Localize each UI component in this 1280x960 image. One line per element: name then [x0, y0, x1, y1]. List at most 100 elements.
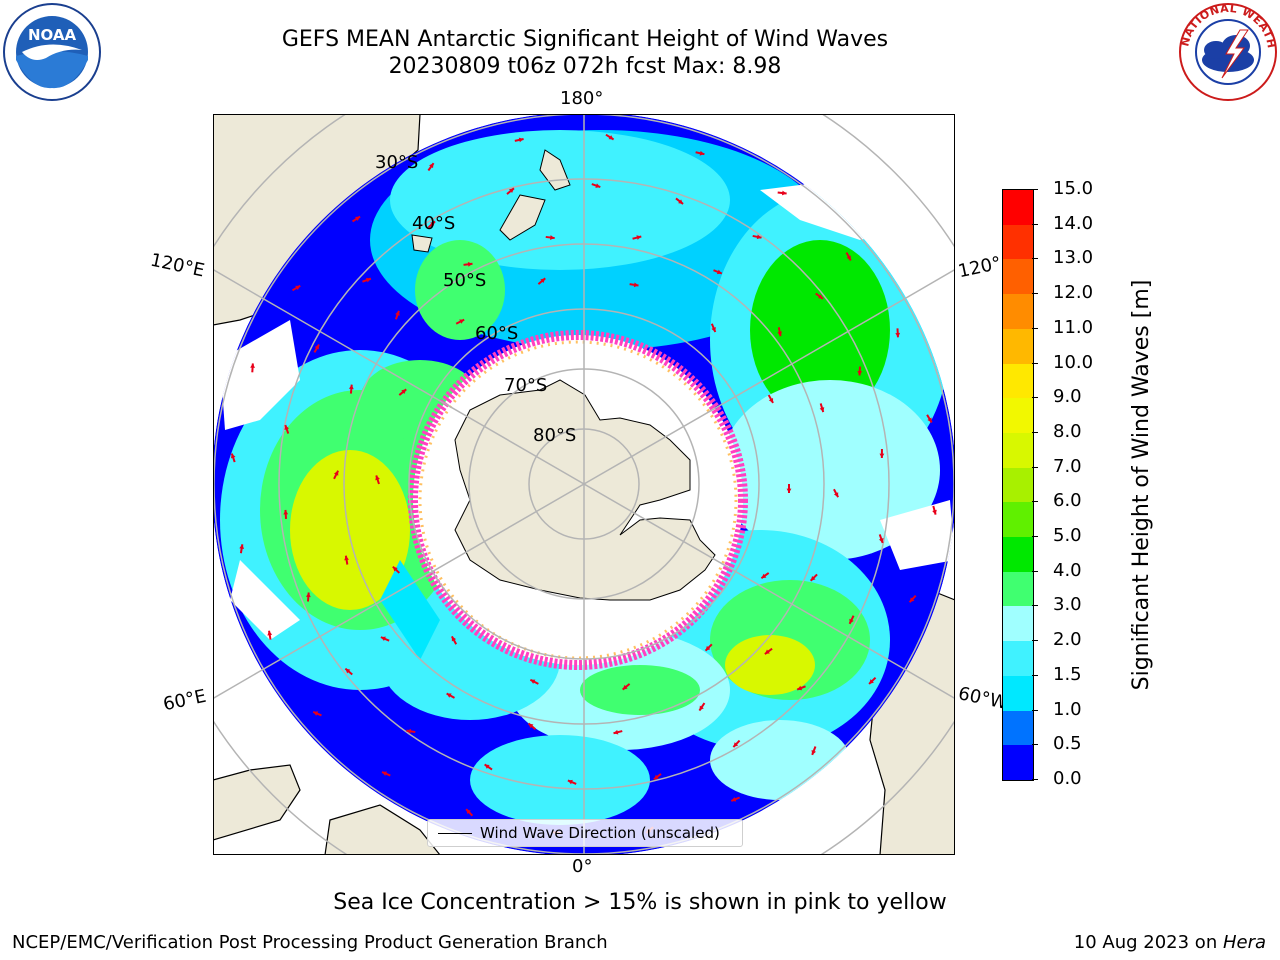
- colorbar-segment: [1003, 745, 1033, 780]
- wave-direction-arrowhead: [345, 668, 351, 674]
- colorbar-tick-label: 4.0: [1053, 559, 1082, 581]
- colorbar-tick-label: 11.0: [1053, 316, 1094, 338]
- colorbar-tick: [1032, 709, 1038, 711]
- wave-direction-arrowhead: [509, 188, 514, 193]
- wave-direction-arrowhead: [295, 285, 301, 291]
- sea-ice-note: Sea Ice Concentration > 15% is shown in …: [333, 890, 947, 915]
- wave-direction-arrowhead: [540, 278, 546, 283]
- wave-direction-arrowhead: [777, 331, 783, 337]
- wave-direction-arrowhead: [430, 221, 436, 227]
- wave-direction-arrowhead: [711, 327, 716, 333]
- nws-logo: NATIONAL WEATHER SERVICE: [1173, 0, 1278, 102]
- colorbar-tick: [1032, 362, 1038, 364]
- colorbar-tick-label: 0.0: [1053, 768, 1082, 789]
- new-zealand-landmass: [499, 194, 546, 241]
- colorbar-tick-label: 7.0: [1053, 455, 1082, 477]
- wave-direction-arrowhead: [849, 618, 854, 624]
- wave-direction-arrowhead: [401, 389, 407, 394]
- machine-name: Hera: [1222, 932, 1266, 953]
- colorbar-tick: [1032, 189, 1038, 190]
- wave-direction-arrowhead: [636, 235, 642, 240]
- map-legend: Wind Wave Direction (unscaled): [427, 819, 743, 847]
- wave-direction-arrowhead: [653, 774, 659, 780]
- latitude-label-40s: 40°S: [412, 213, 456, 234]
- chart-title: GEFS MEAN Antarctic Significant Height o…: [281, 27, 889, 52]
- colorbar-tick: [1032, 501, 1038, 503]
- colorbar-segment: [1003, 467, 1033, 503]
- wave-direction-arrowhead: [622, 684, 628, 690]
- wave-direction-arrowhead: [819, 407, 825, 413]
- colorbar-segment: [1003, 363, 1033, 399]
- wave-height-map: [213, 114, 955, 855]
- colorbar-tick: [1032, 466, 1038, 468]
- colorbar-segment: [1003, 328, 1033, 364]
- colorbar-tick-label: 12.0: [1053, 282, 1094, 304]
- producer-credit: NCEP/EMC/Verification Post Processing Pr…: [12, 932, 608, 953]
- latitude-label-80s: 80°S: [533, 425, 577, 446]
- wave-direction-arrowhead: [484, 764, 490, 769]
- latitude-label-50s: 50°S: [443, 270, 487, 291]
- wave-direction-arrowhead: [932, 509, 937, 515]
- colorbar-tick-label: 8.0: [1053, 420, 1082, 442]
- colorbar-tick-label: 9.0: [1053, 386, 1082, 408]
- colorbar-tick: [1032, 605, 1038, 607]
- wave-direction-arrowhead: [528, 723, 534, 729]
- wave-direction-arrowhead: [375, 475, 380, 481]
- wave-direction-arrowhead: [909, 597, 915, 603]
- colorbar-tick: [1032, 223, 1038, 225]
- colorbar-segment: [1003, 224, 1033, 260]
- wave-direction-arrowhead: [927, 417, 932, 423]
- wave-direction-arrowhead: [267, 630, 273, 636]
- wave-direction-arrowhead: [810, 575, 816, 581]
- colorbar: [1002, 189, 1034, 781]
- colorbar-segment: [1003, 571, 1033, 607]
- colorbar-tick-label: 15.0: [1053, 178, 1094, 199]
- wave-direction-arrowhead: [731, 797, 737, 802]
- colorbar-tick: [1032, 293, 1038, 295]
- colorbar-segment: [1003, 432, 1033, 468]
- wave-direction-arrowhead: [459, 319, 465, 324]
- colorbar-tick: [1032, 570, 1038, 572]
- wave-direction-arrowhead: [786, 488, 792, 493]
- wave-direction-arrowhead: [313, 711, 319, 716]
- wave-direction-arrowhead: [344, 555, 349, 561]
- wave-direction-arrowhead: [365, 277, 371, 283]
- wave-direction-arrowhead: [595, 183, 601, 188]
- wave-direction-arrowhead: [395, 310, 400, 316]
- wave-direction-arrowhead: [550, 235, 555, 240]
- wind-wave-direction-arrows: [230, 133, 937, 836]
- wave-direction-arrowhead: [451, 636, 457, 642]
- latitude-label-30s: 30°S: [375, 152, 419, 173]
- colorbar-segment: [1003, 189, 1033, 225]
- colorbar-tick-label: 6.0: [1053, 490, 1082, 512]
- wave-direction-arrowhead: [869, 679, 874, 684]
- run-date-text: 10 Aug 2023 on: [1073, 932, 1223, 953]
- longitude-label-60e: 60°E: [161, 685, 208, 716]
- wave-direction-arrowhead: [348, 384, 354, 390]
- longitude-label-120e: 120°E: [148, 249, 207, 282]
- legend-line-swatch: [438, 832, 472, 834]
- colorbar-tick-label: 2.0: [1053, 629, 1082, 651]
- wave-direction-arrowhead: [613, 729, 619, 735]
- wave-direction-arrowhead: [895, 332, 901, 338]
- wave-direction-arrowhead: [518, 137, 524, 143]
- wave-direction-arrowhead: [567, 779, 573, 785]
- wave-direction-arrowhead: [733, 742, 739, 748]
- colorbar-segment: [1003, 502, 1033, 538]
- noaa-logo: NOAA: [2, 2, 102, 102]
- legend-label: Wind Wave Direction (unscaled): [480, 824, 720, 842]
- tasmania-landmass: [411, 234, 433, 253]
- colorbar-segment: [1003, 293, 1033, 329]
- wave-direction-arrowhead: [878, 537, 884, 543]
- colorbar-tick: [1032, 258, 1038, 260]
- colorbar-tick: [1032, 674, 1038, 676]
- wave-direction-arrowhead: [608, 135, 614, 140]
- longitude-label-180: 180°: [560, 88, 604, 109]
- colorbar-segment: [1003, 397, 1033, 433]
- wave-direction-arrowhead: [314, 344, 319, 350]
- latitude-label-70s: 70°S: [504, 375, 548, 396]
- wave-direction-arrowhead: [392, 566, 398, 572]
- wave-direction-arrowhead: [781, 190, 787, 196]
- wave-direction-arrowhead: [406, 728, 412, 734]
- wave-direction-arrowhead: [797, 685, 803, 691]
